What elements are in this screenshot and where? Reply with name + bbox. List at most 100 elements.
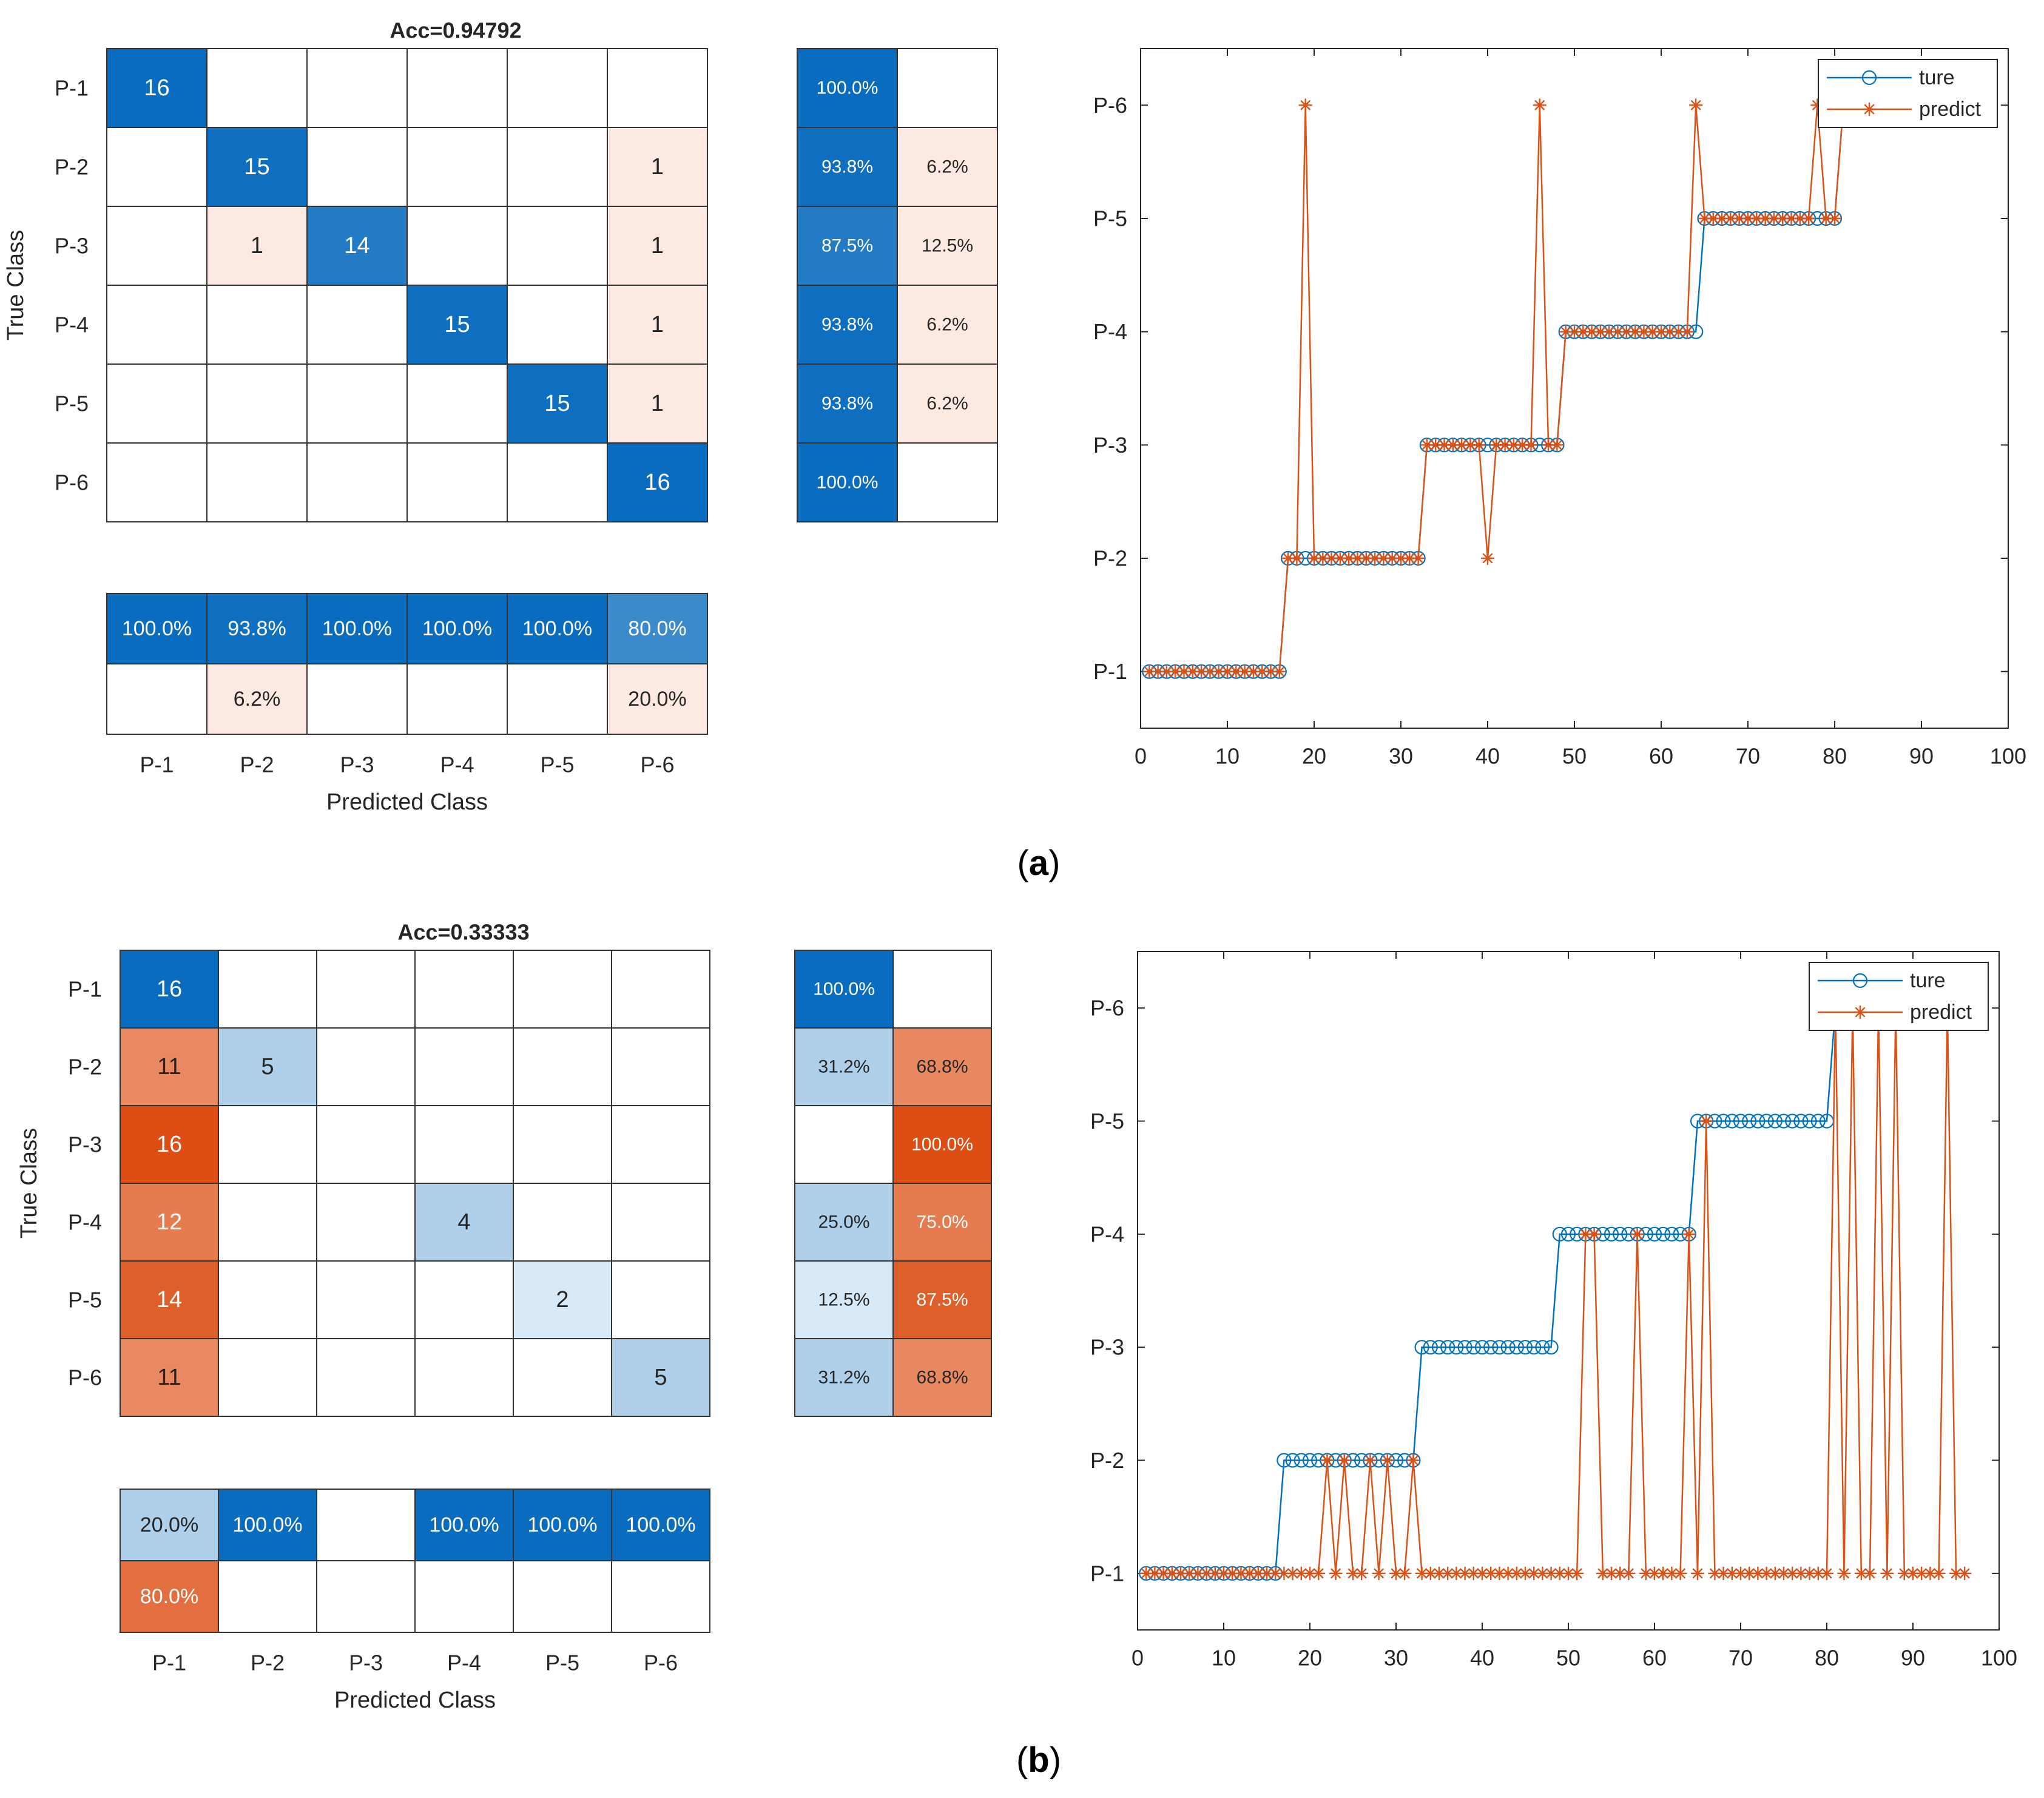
x-tick-label: 100 <box>1981 1646 2017 1671</box>
predict-point <box>1316 552 1330 565</box>
panel-label-close: ) <box>1050 1740 1061 1780</box>
predict-point <box>1784 212 1798 225</box>
row-summary-value: 100.0% <box>817 78 879 98</box>
column-summary-error-cell <box>507 663 608 735</box>
row-summary-correct-cell <box>794 1260 894 1339</box>
x-tick-label: 70 <box>1736 744 1760 769</box>
legend-predict-label: predict <box>1910 1001 1972 1024</box>
predict-point <box>1229 664 1243 678</box>
predict-point <box>1489 438 1503 452</box>
ture-point <box>1466 1340 1481 1355</box>
legend-predict-label: predict <box>1919 98 1982 121</box>
x-tick-label: 40 <box>1470 1646 1494 1671</box>
predict-point <box>1159 664 1173 678</box>
predict-point <box>1177 664 1191 678</box>
ture-point <box>1724 1114 1739 1129</box>
off-diagonal-cell <box>406 127 508 207</box>
row-summary-error-cell <box>897 285 998 365</box>
predict-point <box>1398 1566 1412 1580</box>
predict-point <box>1446 438 1460 452</box>
predict-point <box>1151 664 1165 678</box>
cell-count: 1 <box>651 391 664 416</box>
x-tick-label: 100 <box>1990 744 2026 769</box>
predict-point <box>1708 1566 1722 1580</box>
predict-point <box>1568 325 1581 339</box>
predict-point <box>1828 212 1841 225</box>
ture-point <box>1431 1340 1447 1355</box>
column-class-label: P-4 <box>447 1651 481 1675</box>
ture-point <box>1742 1114 1757 1129</box>
y-axis-label: True Class <box>3 230 29 340</box>
predict-point <box>1255 664 1269 678</box>
legend-ture-marker <box>1861 70 1877 86</box>
predict-point <box>1680 325 1694 339</box>
predict-point <box>1307 552 1321 565</box>
cell-count: 1 <box>651 154 664 180</box>
off-diagonal-cell <box>120 1027 219 1106</box>
legend-predict-marker <box>1853 1005 1867 1019</box>
row-summary-value: 100.0% <box>813 979 875 999</box>
predict-point <box>1837 1566 1851 1580</box>
x-tick-label: 0 <box>1135 744 1147 769</box>
off-diagonal-cell <box>513 1027 612 1106</box>
off-diagonal-cell <box>316 1183 416 1262</box>
cell-count: 16 <box>157 976 182 1002</box>
off-diagonal-cell <box>513 950 612 1029</box>
off-diagonal-cell <box>507 206 608 286</box>
y-axis-label: True Class <box>16 1128 42 1239</box>
predict-point <box>1637 325 1651 339</box>
column-class-label: P-5 <box>540 752 574 777</box>
legend-predict-marker <box>1863 103 1876 116</box>
cell-count: 16 <box>144 75 169 101</box>
predict-point <box>1406 1453 1420 1467</box>
predict-point <box>1689 98 1703 112</box>
predict-point <box>1732 212 1746 225</box>
cell-count: 1 <box>251 233 263 259</box>
row-class-label: P-4 <box>55 313 89 337</box>
ture-point <box>1509 1340 1524 1355</box>
cell-count: 16 <box>157 1132 182 1157</box>
ture-point <box>1647 1226 1662 1242</box>
row-summary-value: 68.8% <box>916 1057 968 1077</box>
column-summary-value: 100.0% <box>422 617 492 640</box>
row-summary-value: 31.2% <box>818 1368 869 1388</box>
ture-point <box>1776 1114 1792 1129</box>
row-summary-value: 6.2% <box>926 157 968 177</box>
predict-point <box>1587 1227 1601 1241</box>
column-summary-error-cell <box>120 1560 219 1633</box>
off-diagonal-cell <box>611 1027 710 1106</box>
off-diagonal-cell <box>218 1338 317 1417</box>
predict-point <box>1429 438 1443 452</box>
off-diagonal-cell <box>513 1338 612 1417</box>
predict-point <box>1355 1566 1369 1580</box>
predict-point <box>1741 212 1755 225</box>
column-summary-value: 6.2% <box>234 688 281 711</box>
predict-point <box>1794 1566 1808 1580</box>
ture-point <box>1500 1340 1516 1355</box>
off-diagonal-cell <box>406 363 508 444</box>
predict-point <box>1819 212 1833 225</box>
predict-point <box>1536 1566 1550 1580</box>
cell-count: 11 <box>157 1054 181 1080</box>
off-diagonal-cell <box>306 363 408 444</box>
x-tick-label: 90 <box>1901 1646 1925 1671</box>
legend-ture-label: ture <box>1919 66 1955 89</box>
predict-point <box>1501 1566 1515 1580</box>
ture-point <box>1517 1340 1533 1355</box>
predict-point <box>1699 1114 1713 1128</box>
row-summary-value: 31.2% <box>818 1057 869 1077</box>
predict-point <box>1463 438 1477 452</box>
predict-point <box>1524 438 1538 452</box>
ture-point <box>1414 1340 1429 1355</box>
row-summary-error-cell <box>897 127 998 207</box>
column-class-label: P-1 <box>140 752 174 777</box>
column-class-label: P-2 <box>240 752 274 777</box>
legend-ture-label: ture <box>1910 969 1946 992</box>
predict-point <box>1286 1566 1300 1580</box>
y-tick-label: P-1 <box>1093 659 1127 684</box>
y-tick-label: P-6 <box>1090 996 1124 1021</box>
predict-point <box>1165 1566 1179 1580</box>
predict-point <box>1544 1566 1558 1580</box>
predict-point <box>1191 1566 1205 1580</box>
predict-point <box>1725 1566 1739 1580</box>
